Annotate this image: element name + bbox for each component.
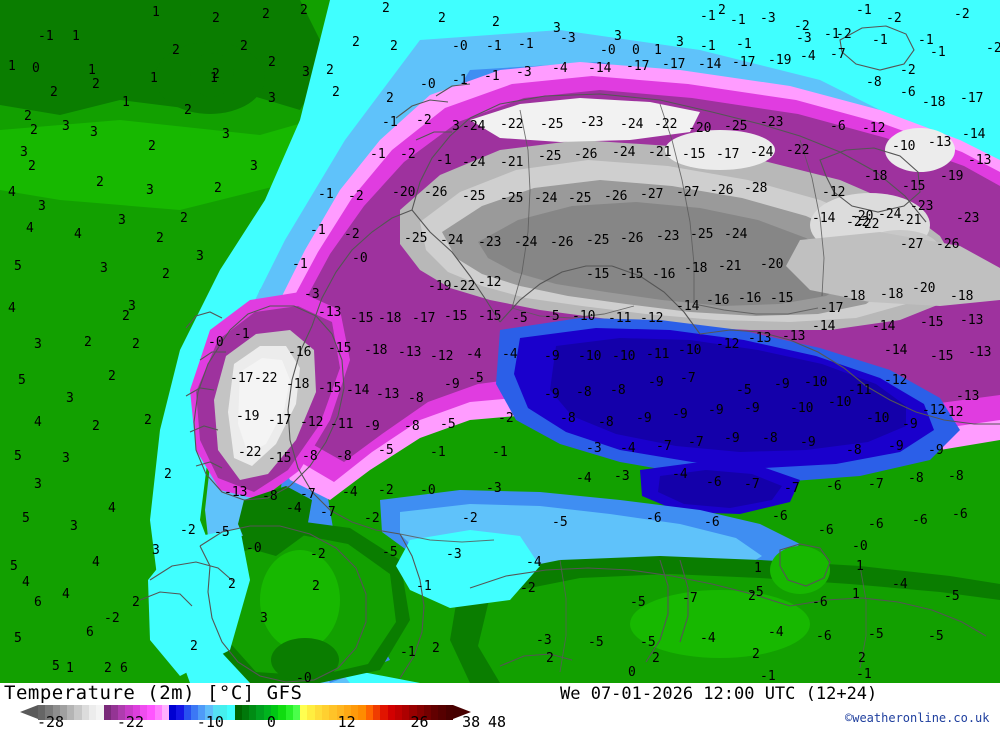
colorbar-band-4	[67, 705, 75, 720]
colorbar-band-45	[365, 705, 373, 720]
colorbar-band-43	[351, 705, 359, 720]
colorbar-band-40	[329, 705, 337, 720]
colorbar-band-55	[438, 705, 446, 720]
temperature-contour-layer	[0, 0, 1000, 683]
colorbar-band-42	[343, 705, 352, 720]
colorbar-tick-neg10: -10	[196, 713, 224, 731]
colorbar-band-3	[59, 705, 68, 720]
colorbar-band-2	[52, 705, 60, 720]
colorbar-bands	[38, 705, 454, 720]
colorbar-band-8	[96, 705, 104, 720]
colorbar-band-28	[241, 705, 250, 720]
colorbar-tick-labels: -28 -22 -10 0 12 26 38 48	[20, 713, 506, 731]
colorbar-band-15	[147, 705, 155, 720]
colorbar-band-37	[307, 705, 315, 720]
colorbar-band-12	[125, 705, 133, 720]
colorbar-band-7	[88, 705, 97, 720]
colorbar-tick-48: 48	[488, 713, 507, 731]
colorbar-band-9	[103, 705, 111, 720]
colorbar-band-36	[300, 705, 308, 720]
colorbar-high-cap-arrow	[453, 705, 471, 719]
colorbar-band-50	[402, 705, 410, 720]
colorbar-band-13	[132, 705, 140, 720]
colorbar-band-46	[372, 705, 381, 720]
colorbar-band-39	[321, 705, 330, 720]
colorbar-band-5	[74, 705, 82, 720]
color-scale-legend	[20, 705, 490, 720]
colorbar-band-21	[190, 705, 199, 720]
coastline-paths	[139, 25, 1000, 683]
colorbar-band-41	[336, 705, 344, 720]
colorbar-band-18	[169, 705, 177, 720]
colorbar-band-16	[154, 705, 162, 720]
colorbar-band-53	[423, 705, 432, 720]
colorbar-band-27	[234, 705, 242, 720]
colorbar-tick-neg22: -22	[116, 713, 144, 731]
map-footer: Temperature (2m) [°C] GFS We 07-01-2026 …	[0, 682, 1000, 733]
colorbar-band-11	[118, 705, 126, 720]
colorbar-band-48	[387, 705, 395, 720]
colorbar-band-32	[271, 705, 279, 720]
colorbar-band-23	[205, 705, 213, 720]
model-run-timestamp: We 07-01-2026 12:00 UTC (12+24)	[560, 684, 878, 704]
colorbar-band-52	[416, 705, 424, 720]
colorbar-tick-neg28: -28	[37, 713, 65, 731]
colorbar-band-17	[161, 705, 170, 720]
colorbar-band-22	[198, 705, 206, 720]
colorbar-band-31	[263, 705, 271, 720]
colorbar-band-49	[394, 705, 403, 720]
colorbar-band-26	[227, 705, 235, 720]
colorbar-band-56	[445, 705, 454, 720]
colorbar-band-1	[45, 705, 53, 720]
colorbar-tick-12: 12	[337, 713, 356, 731]
colorbar-low-cap-arrow	[20, 705, 38, 719]
colorbar-band-10	[110, 705, 119, 720]
colorbar-tick-0: 0	[266, 713, 276, 731]
colorbar-band-38	[314, 705, 322, 720]
colorbar-band-35	[292, 705, 301, 720]
colorbar-band-20	[183, 705, 191, 720]
temperature-map[interactable]: -1 1 1 2 2 2 2 2 2 3 3 3 2 -1 -1 -3 -2 -1 -1 -2 -1 -2 -2 0 1 1 2 2 2…	[0, 0, 1000, 683]
contour-fill-group	[0, 0, 1000, 683]
colorbar-band-0	[38, 705, 46, 720]
colorbar-band-19	[176, 705, 184, 720]
colorbar-band-14	[139, 705, 148, 720]
colorbar-band-34	[285, 705, 293, 720]
colorbar-band-6	[81, 705, 89, 720]
colorbar-band-44	[358, 705, 366, 720]
colorbar-band-54	[431, 705, 439, 720]
map-title: Temperature (2m) [°C] GFS	[4, 682, 303, 704]
colorbar-tick-38: 38	[462, 713, 481, 731]
colorbar-band-24	[212, 705, 221, 720]
colorbar-band-29	[249, 705, 257, 720]
copyright-notice: ©weatheronline.co.uk	[845, 711, 990, 725]
colorbar-band-25	[220, 705, 228, 720]
border-paths	[399, 103, 867, 673]
colorbar-band-47	[380, 705, 388, 720]
colorbar-band-30	[256, 705, 264, 720]
colorbar-band-33	[278, 705, 286, 720]
colorbar-tick-26: 26	[410, 713, 429, 731]
colorbar-band-51	[409, 705, 417, 720]
